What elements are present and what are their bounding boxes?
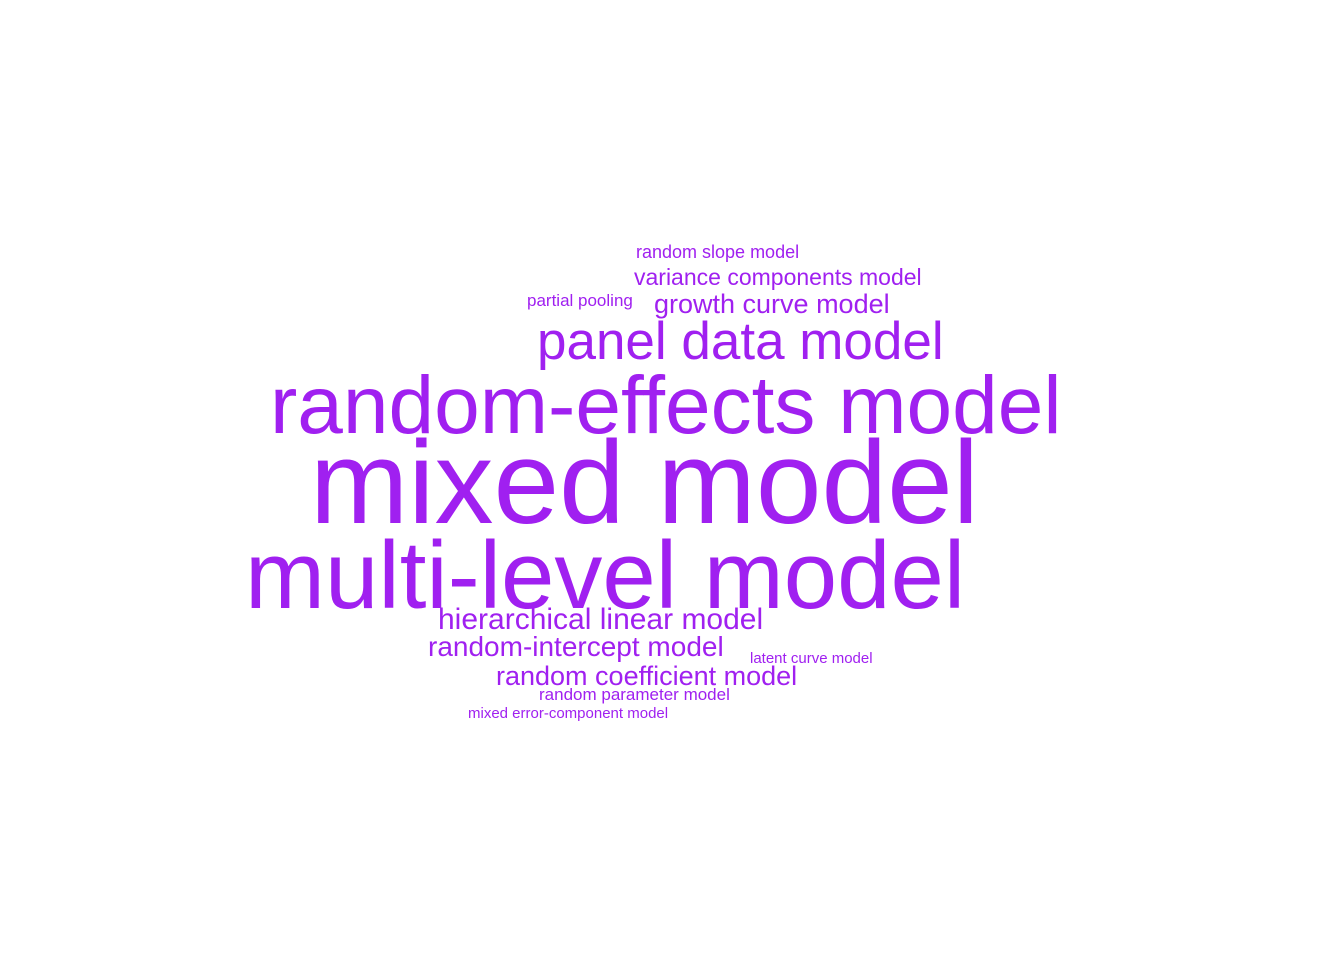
word-mixed-model: mixed model	[310, 417, 979, 549]
word-growth-curve-model: growth curve model	[654, 289, 890, 319]
word-random-slope-model: random slope model	[636, 242, 800, 262]
word-random-parameter-model: random parameter model	[539, 685, 730, 704]
word-partial-pooling: partial pooling	[527, 291, 633, 310]
word-panel-data-model: panel data model	[537, 312, 944, 371]
word-random-intercept-model: random-intercept model	[428, 631, 724, 662]
word-latent-curve-model: latent curve model	[750, 650, 873, 667]
word-multi-level-model: multi-level model	[245, 522, 966, 629]
word-hierarchical-linear-model: hierarchical linear model	[438, 603, 764, 636]
word-variance-components-model: variance components model	[634, 264, 922, 290]
word-random-effects-model: random-effects model	[270, 360, 1062, 451]
word-random-coefficient-model: random coefficient model	[496, 661, 798, 691]
word-mixed-error-component-model: mixed error-component model	[468, 705, 669, 722]
